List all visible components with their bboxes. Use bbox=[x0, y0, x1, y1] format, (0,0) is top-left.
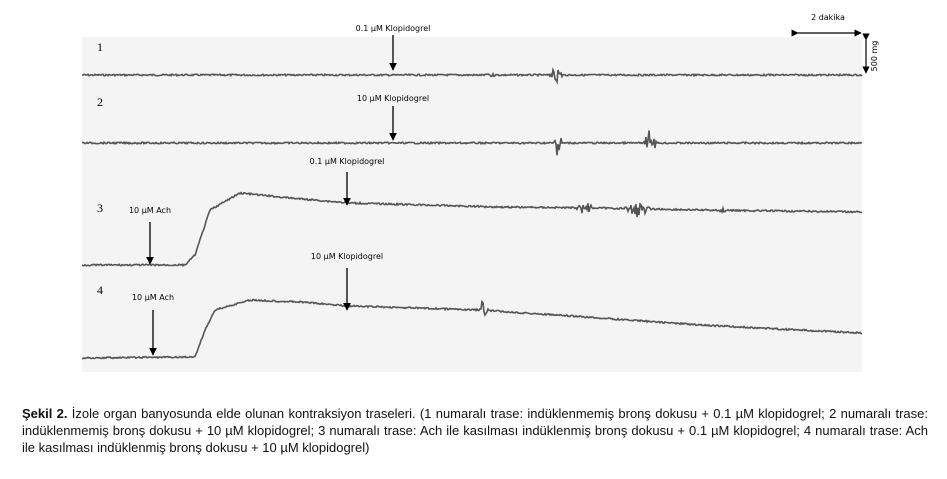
trace bbox=[81, 191, 863, 268]
figure: 1 2 3 4 0.1 µM Klopidogrel 10 µM Klopido… bbox=[81, 13, 879, 372]
trace-number: 4 bbox=[97, 283, 103, 297]
annotation: 0.1 µM Klopidogrel bbox=[356, 24, 431, 33]
annotation: 10 µM Ach bbox=[129, 206, 171, 215]
scale-time: 2 dakika bbox=[811, 13, 845, 22]
trace bbox=[82, 298, 863, 360]
annotation: 10 µM Klopidogrel bbox=[311, 252, 383, 261]
caption-label: Şekil 2. bbox=[22, 406, 68, 421]
caption-text: İzole organ banyosunda elde olunan kontr… bbox=[22, 406, 928, 455]
annotation: 10 µM Klopidogrel bbox=[357, 94, 429, 103]
trace bbox=[81, 67, 863, 85]
annotation: 10 µM Ach bbox=[132, 293, 174, 302]
panel bbox=[82, 37, 862, 372]
trace bbox=[82, 130, 863, 156]
trace-number: 1 bbox=[97, 40, 103, 54]
annotation: 0.1 µM Klopidogrel bbox=[310, 157, 385, 166]
trace-number: 3 bbox=[97, 201, 103, 215]
trace-number: 2 bbox=[97, 95, 103, 109]
scale-force: 500 mg bbox=[870, 41, 879, 72]
caption: Şekil 2. İzole organ banyosunda elde olu… bbox=[22, 405, 928, 456]
